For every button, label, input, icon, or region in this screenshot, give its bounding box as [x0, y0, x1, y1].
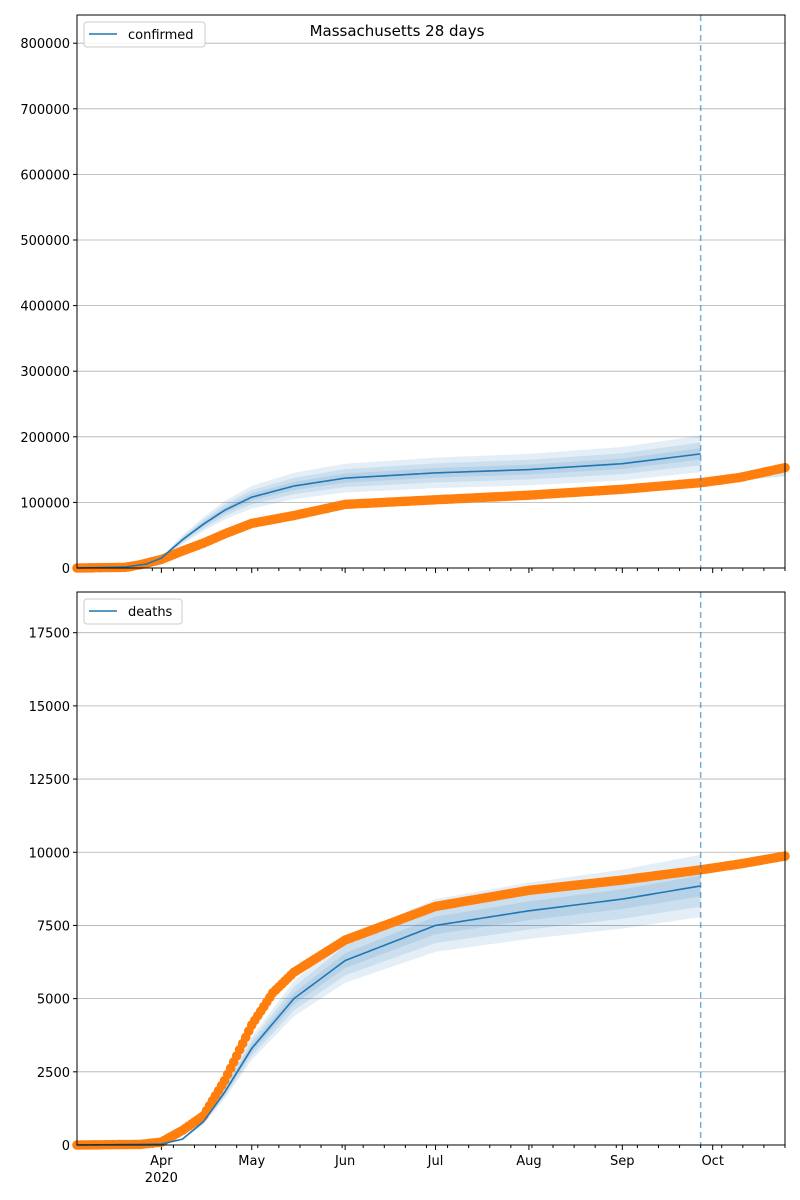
- chart-title: Massachusetts 28 days: [310, 22, 485, 40]
- legend-box: [83, 598, 183, 625]
- y-tick-label: 0: [62, 1139, 70, 1154]
- y-tick-label: 600000: [20, 168, 70, 183]
- y-tick-label: 17500: [29, 627, 70, 642]
- x-tick-label: Jul: [427, 1154, 444, 1169]
- y-tick-label: 12500: [29, 773, 70, 788]
- x-tick-label: Aug: [516, 1154, 541, 1169]
- x-tick-label: Oct: [701, 1154, 723, 1169]
- model-line: [76, 885, 701, 1146]
- legend: confirmed: [83, 21, 206, 48]
- y-tick-label: 15000: [29, 700, 70, 715]
- x-tick-label: May: [238, 1154, 265, 1169]
- y-tick-label: 0: [62, 562, 70, 577]
- y-tick-label: 10000: [29, 846, 70, 861]
- x-tick-label: Jun: [334, 1154, 355, 1169]
- axes-frame: [76, 14, 786, 569]
- axes-frame: [76, 591, 786, 1146]
- legend-label: deaths: [128, 605, 173, 620]
- y-tick-label: 300000: [20, 365, 70, 380]
- y-tick-label: 400000: [20, 300, 70, 315]
- confidence-band: [77, 448, 701, 568]
- x-tick-sublabel: 2020: [145, 1171, 178, 1186]
- y-tick-label: 7500: [37, 919, 70, 934]
- confidence-band: [77, 442, 701, 568]
- y-tick-label: 500000: [20, 234, 70, 249]
- legend-label: confirmed: [128, 28, 194, 43]
- y-tick-label: 5000: [37, 993, 70, 1008]
- y-tick-label: 700000: [20, 103, 70, 118]
- y-tick-label: 200000: [20, 431, 70, 446]
- legend: deaths: [83, 598, 183, 625]
- x-tick-label: Sep: [610, 1154, 635, 1169]
- confidence-band: [77, 865, 701, 1145]
- panel-deaths: 0 2500 5000 7500 10000 12500 15000 17500 Apr 2020…: [29, 591, 790, 1186]
- model-line: [76, 453, 701, 569]
- y-tick-label: 2500: [37, 1066, 70, 1081]
- panel-confirmed: 0 100000 200000 300000 400000 500000 600000 700…: [20, 14, 790, 577]
- x-tick-label: Apr: [150, 1154, 173, 1169]
- y-tick-label: 100000: [20, 496, 70, 511]
- y-tick-label: 800000: [20, 37, 70, 52]
- legend-box: [83, 21, 206, 48]
